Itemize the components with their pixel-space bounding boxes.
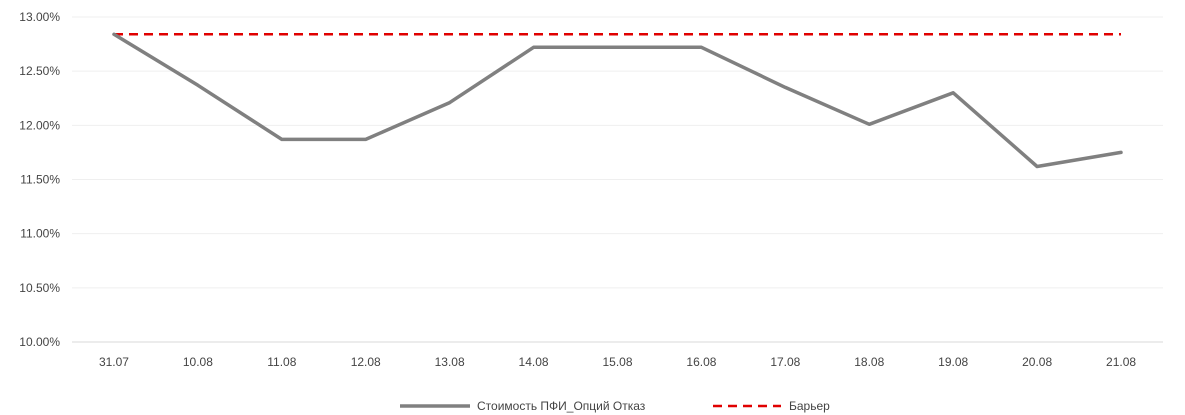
x-tick-label: 13.08 xyxy=(435,355,465,369)
x-tick-label: 10.08 xyxy=(183,355,213,369)
x-tick-label: 12.08 xyxy=(351,355,381,369)
x-tick-label: 21.08 xyxy=(1106,355,1136,369)
x-tick-label: 14.08 xyxy=(519,355,549,369)
gridlines xyxy=(72,16,1163,343)
series-line-value xyxy=(112,32,1123,169)
y-tick-label: 11.50% xyxy=(20,173,60,187)
x-tick-label: 11.08 xyxy=(267,355,296,369)
x-tick-label: 15.08 xyxy=(602,355,632,369)
y-tick-label: 11.00% xyxy=(20,227,60,241)
x-tick-label: 18.08 xyxy=(854,355,884,369)
y-tick-label: 10.00% xyxy=(19,335,60,349)
x-tick-label: 20.08 xyxy=(1022,355,1052,369)
legend-label-series-value: Стоимость ПФИ_Опций Отказ xyxy=(477,399,646,413)
y-tick-label: 12.00% xyxy=(19,118,60,132)
x-tick-label: 19.08 xyxy=(938,355,968,369)
y-axis: 10.00% 10.50% 11.00% 11.50% 12.00% 12.50% 13.0… xyxy=(19,10,60,349)
x-tick-label: 16.08 xyxy=(686,355,716,369)
y-tick-label: 12.50% xyxy=(19,64,60,78)
x-tick-label: 31.07 xyxy=(99,355,129,369)
y-tick-label: 13.00% xyxy=(19,10,60,24)
legend-label-barrier: Барьер xyxy=(789,399,830,413)
x-axis: 31.07 10.08 11.08 12.08 13.08 14.08 15.08 16.08… xyxy=(99,355,1136,369)
y-tick-label: 10.50% xyxy=(19,281,60,295)
x-tick-label: 17.08 xyxy=(770,355,800,369)
series-lines xyxy=(112,32,1123,169)
legend: Стоимость ПФИ_Опций Отказ Барьер xyxy=(400,399,830,413)
